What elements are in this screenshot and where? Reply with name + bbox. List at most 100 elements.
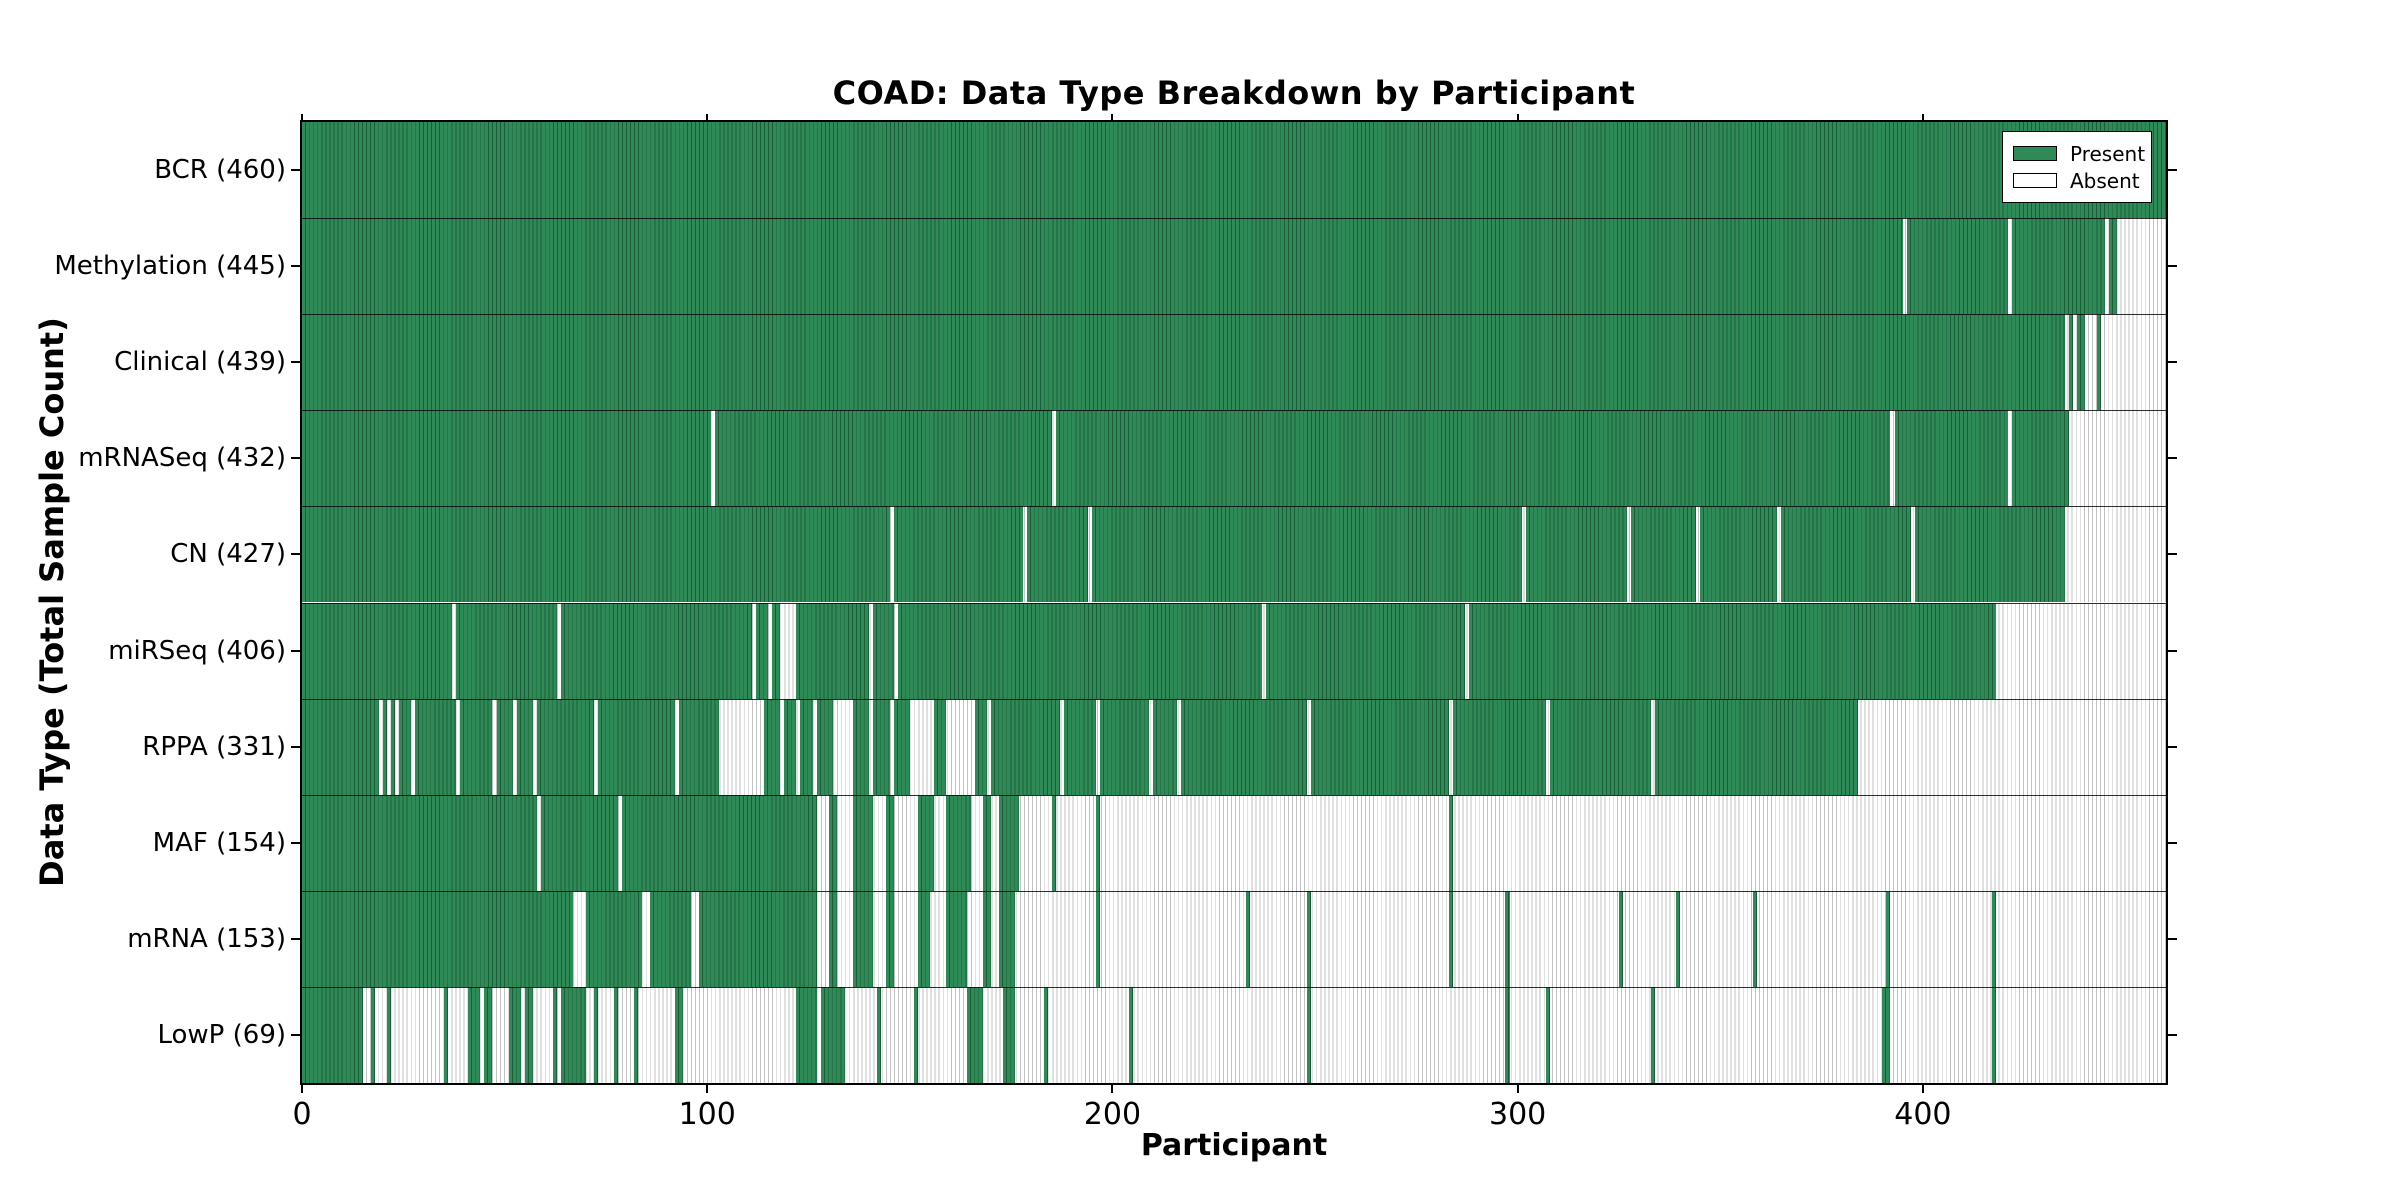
present-segment	[1525, 506, 1628, 603]
present-segment	[2068, 314, 2073, 411]
present-segment	[755, 602, 768, 699]
x-tick-label: 400	[1894, 1097, 1952, 1132]
x-tick-label: 300	[1489, 1097, 1547, 1132]
present-segment	[982, 890, 991, 987]
present-segment	[399, 698, 412, 795]
present-segment	[853, 890, 874, 987]
heatmap-row-lowp	[302, 986, 2166, 1083]
x-axis-label: Participant	[1140, 1128, 1328, 1163]
legend-swatch-absent	[2013, 173, 2057, 188]
present-segment	[537, 698, 594, 795]
y-tick-right	[2168, 841, 2177, 844]
present-segment	[2097, 314, 2102, 411]
present-segment	[650, 890, 691, 987]
present-segment	[885, 794, 894, 891]
present-segment	[1546, 986, 1551, 1083]
present-segment	[877, 986, 882, 1083]
y-tick-right	[2168, 1033, 2177, 1036]
present-segment	[2012, 410, 2069, 507]
row-divider	[302, 698, 2166, 700]
present-segment	[302, 314, 2065, 411]
present-segment	[893, 506, 1024, 603]
present-segment	[1310, 698, 1449, 795]
y-tick-right	[2168, 361, 2177, 364]
present-segment	[302, 602, 452, 699]
present-segment	[1448, 794, 1453, 891]
y-tick-label-mirseq: miRSeq (406)	[108, 635, 286, 666]
row-divider	[302, 314, 2166, 316]
present-segment	[1550, 698, 1652, 795]
y-tick-label-maf: MAF (154)	[152, 827, 286, 858]
present-segment	[585, 890, 643, 987]
x-tick-top	[1111, 114, 1114, 122]
present-segment	[302, 698, 379, 795]
present-segment	[516, 698, 533, 795]
legend-label-absent: Absent	[2070, 168, 2140, 193]
y-tick-left	[291, 361, 300, 364]
present-segment	[1003, 986, 1016, 1083]
present-segment	[1448, 890, 1453, 987]
present-segment	[302, 794, 538, 891]
y-tick-right	[2168, 937, 2177, 940]
legend-label-present: Present	[2070, 141, 2146, 166]
present-segment	[1266, 602, 1465, 699]
present-segment	[508, 986, 521, 1083]
heatmap-row-mrna	[302, 890, 2166, 987]
row-divider	[302, 218, 2166, 220]
heatmap-row-mirseq	[302, 602, 2166, 699]
y-tick-label-mrna: mRNA (153)	[127, 923, 286, 954]
present-segment	[302, 986, 363, 1083]
present-segment	[1505, 890, 1510, 987]
present-segment	[1306, 986, 1311, 1083]
present-segment	[1914, 506, 2065, 603]
present-segment	[1906, 218, 2008, 315]
present-segment	[593, 986, 598, 1083]
present-segment	[597, 698, 675, 795]
heatmap-plot-area: Present Absent BCR (460) Methylation (445…	[54, 114, 2177, 1132]
present-segment	[1675, 890, 1680, 987]
present-segment	[816, 698, 833, 795]
present-segment	[2109, 218, 2118, 315]
present-segment	[1655, 698, 1859, 795]
present-segment	[820, 986, 845, 1083]
y-tick-label-rppa: RPPA (331)	[142, 731, 286, 762]
present-segment	[1631, 506, 1696, 603]
present-segment	[524, 986, 533, 1083]
present-segment	[1100, 698, 1149, 795]
present-segment	[873, 698, 890, 795]
present-segment	[1306, 890, 1311, 987]
x-tick-bottom	[1111, 1083, 1114, 1093]
present-segment	[484, 986, 493, 1083]
present-segment	[1894, 410, 2008, 507]
x-tick-label: 0	[292, 1097, 312, 1132]
present-segment	[966, 986, 983, 1083]
present-segment	[561, 986, 586, 1083]
x-tick-bottom	[1921, 1083, 1924, 1093]
present-segment	[763, 698, 781, 795]
row-divider	[302, 890, 2166, 892]
y-tick-left	[291, 937, 300, 940]
present-segment	[998, 890, 1016, 987]
present-segment	[913, 986, 918, 1083]
present-segment	[885, 890, 894, 987]
present-segment	[553, 986, 558, 1083]
y-tick-label-lowp: LowP (69)	[157, 1019, 286, 1050]
heatmap-row-clinical	[302, 314, 2166, 411]
x-tick-label: 100	[678, 1097, 736, 1132]
x-tick-top	[1921, 114, 1924, 122]
present-segment	[468, 986, 481, 1083]
present-segment	[1152, 698, 1178, 795]
heatmap-row-mrnaseq	[302, 410, 2166, 507]
row-divider	[302, 506, 2166, 508]
present-segment	[1700, 506, 1777, 603]
heatmap-row-methylation	[302, 218, 2166, 315]
present-segment	[715, 410, 1052, 507]
x-tick-top	[706, 114, 709, 122]
x-tick-top	[1516, 114, 1519, 122]
y-tick-label-mrnaseq: mRNASeq (432)	[78, 443, 286, 474]
present-segment	[1246, 890, 1251, 987]
present-segment	[934, 698, 947, 795]
present-segment	[828, 890, 837, 987]
present-segment	[622, 794, 817, 891]
heatmap-row-rppa	[302, 698, 2166, 795]
